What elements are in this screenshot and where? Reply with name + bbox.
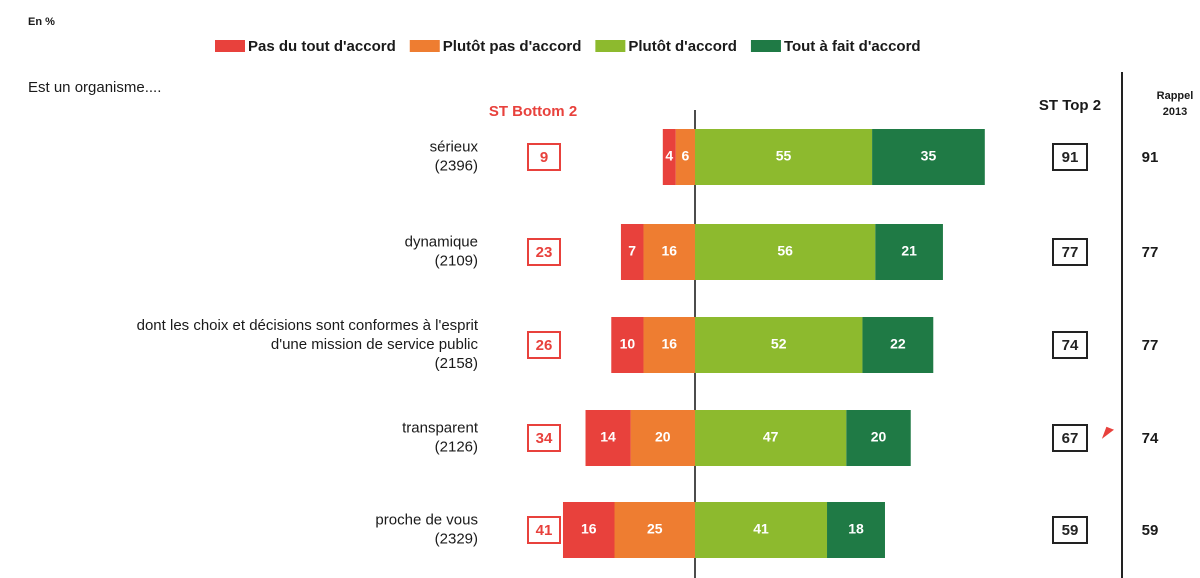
bar-segment	[662, 129, 676, 185]
bottom2-box	[527, 424, 561, 452]
bar-value-label: 21	[901, 243, 917, 259]
recall-value: 59	[1142, 522, 1159, 539]
bar-segment	[643, 317, 695, 373]
bar-value-label: 16	[581, 521, 597, 537]
top2-box	[1052, 516, 1088, 544]
recall-value: 77	[1142, 337, 1159, 354]
legend-swatch	[595, 40, 626, 52]
subtitle: Est un organisme....	[28, 79, 161, 96]
category-label: (2158)	[435, 355, 478, 372]
bottom2-value: 23	[536, 244, 553, 261]
category-label: (2329)	[435, 530, 478, 547]
bar-value-label: 55	[776, 148, 792, 164]
bar-segment	[695, 317, 863, 373]
trend-arrow	[1101, 426, 1115, 439]
bottom2-box	[527, 516, 561, 544]
bar-segment	[643, 224, 695, 280]
bottom2-value: 34	[536, 430, 553, 447]
bar-value-label: 16	[661, 243, 677, 259]
category-label: (2396)	[435, 157, 478, 174]
top2-value: 91	[1062, 149, 1079, 166]
legend-swatch	[409, 40, 440, 52]
recall-title: Rappel	[1157, 90, 1194, 102]
bar-value-label: 6	[681, 148, 689, 164]
legend-label: Tout à fait d'accord	[784, 38, 921, 55]
recall-value: 91	[1142, 149, 1159, 166]
bar-segment	[614, 502, 695, 558]
bar-segment	[562, 502, 615, 558]
top2-box	[1052, 331, 1088, 359]
recall-title: 2013	[1163, 106, 1187, 118]
category-label: proche de vous	[375, 511, 478, 528]
bottom2-box	[527, 143, 561, 171]
bar-value-label: 56	[777, 243, 793, 259]
bar-segment	[585, 410, 631, 466]
legend-label: Plutôt pas d'accord	[443, 38, 582, 55]
bar-segment	[872, 129, 985, 185]
category-label: (2109)	[435, 252, 478, 269]
top2-value: 74	[1062, 337, 1079, 354]
top2-title: ST Top 2	[1039, 97, 1101, 114]
top2-value: 67	[1062, 430, 1079, 447]
bar-segment	[695, 502, 828, 558]
recall-value: 77	[1142, 244, 1159, 261]
bar-value-label: 10	[620, 336, 636, 352]
bar-value-label: 22	[890, 336, 906, 352]
top2-value: 59	[1062, 522, 1079, 539]
bottom2-title: ST Bottom 2	[489, 103, 577, 120]
category-label: sérieux	[430, 138, 479, 155]
bar-value-label: 20	[655, 429, 671, 445]
recall-value: 74	[1142, 430, 1159, 447]
bar-segment	[695, 224, 876, 280]
top2-box	[1052, 424, 1088, 452]
unit-note: En %	[28, 16, 55, 28]
bottom2-box	[527, 238, 561, 266]
category-label: (2126)	[435, 438, 478, 455]
category-label: dont les choix et décisions sont conform…	[137, 317, 479, 334]
bar-value-label: 18	[848, 521, 864, 537]
bar-segment	[675, 129, 695, 185]
bar-segment	[695, 129, 873, 185]
bar-value-label: 47	[763, 429, 779, 445]
category-label: dynamique	[405, 233, 478, 250]
bar-value-label: 20	[871, 429, 887, 445]
bar-segment	[846, 410, 911, 466]
bar-segment	[611, 317, 644, 373]
legend-label: Pas du tout d'accord	[248, 38, 396, 55]
bar-value-label: 7	[628, 243, 636, 259]
bar-segment	[862, 317, 934, 373]
bar-segment	[695, 410, 847, 466]
legend-swatch	[215, 40, 245, 52]
bar-value-label: 35	[921, 148, 937, 164]
bottom2-value: 26	[536, 337, 553, 354]
category-label: d'une mission de service public	[271, 336, 479, 353]
top2-value: 77	[1062, 244, 1079, 261]
bottom2-value: 41	[536, 522, 553, 539]
bottom2-value: 9	[540, 149, 548, 166]
bar-value-label: 14	[600, 429, 616, 445]
bottom2-box	[527, 331, 561, 359]
bar-value-label: 52	[771, 336, 787, 352]
bar-segment	[875, 224, 943, 280]
bar-segment	[630, 410, 695, 466]
top2-box	[1052, 238, 1088, 266]
top2-box	[1052, 143, 1088, 171]
bar-segment	[827, 502, 885, 558]
bar-value-label: 4	[665, 148, 673, 164]
legend-label: Plutôt d'accord	[628, 38, 737, 55]
bar-value-label: 41	[753, 521, 769, 537]
bar-value-label: 25	[647, 521, 663, 537]
category-label: transparent	[402, 419, 479, 436]
bar-value-label: 16	[661, 336, 677, 352]
legend-swatch	[750, 40, 781, 52]
bar-segment	[620, 224, 644, 280]
